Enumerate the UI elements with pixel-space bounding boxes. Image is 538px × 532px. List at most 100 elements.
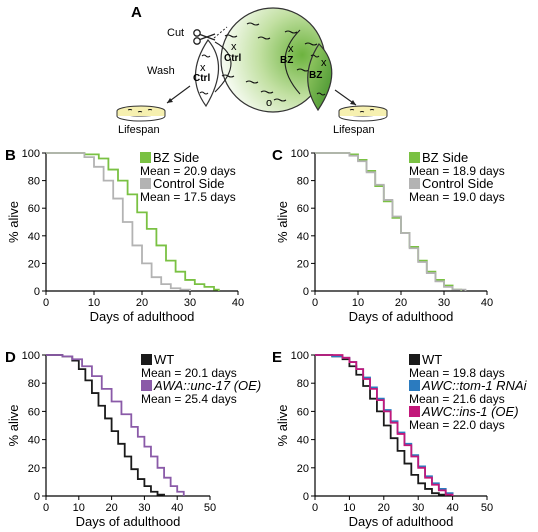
chart-b-x-tick-label: 30 bbox=[184, 297, 196, 309]
chart-d-y-tick-label: 40 bbox=[28, 435, 40, 447]
chart-e-legend-name-2: AWC::ins-1 (OE) bbox=[421, 404, 519, 419]
chart-c-y-tick-label: 20 bbox=[297, 258, 309, 270]
chart-e-y-tick-label: 100 bbox=[291, 350, 309, 362]
chart-e-x-tick-label: 30 bbox=[412, 502, 424, 514]
chart-e-x-tick-label: 50 bbox=[481, 502, 493, 514]
chart-b-series-1-line bbox=[46, 152, 191, 291]
chart-c-y-tick-label: 80 bbox=[297, 176, 309, 188]
chart-e-x-label: Days of adulthood bbox=[349, 514, 454, 529]
bz-piece-label: BZ bbox=[309, 70, 322, 81]
bz-piece bbox=[307, 43, 333, 112]
plate-left bbox=[116, 105, 166, 122]
chart-b-legend-name-0: BZ Side bbox=[153, 150, 199, 165]
chart-e-y-label: % alive bbox=[275, 405, 290, 447]
chart-e-legend-mean-2: Mean = 22.0 days bbox=[409, 418, 505, 432]
chart-c-legend-swatch-1 bbox=[409, 178, 420, 189]
chart-d-x-tick-label: 30 bbox=[138, 502, 150, 514]
chart-d-y-tick-label: 100 bbox=[22, 350, 40, 362]
chart-b-legend-name-1: Control Side bbox=[153, 176, 225, 191]
chart-c-x-tick-label: 40 bbox=[481, 297, 493, 309]
dish-bz-x: x bbox=[288, 43, 294, 55]
chart-d-legend-name-1: AWA::unc-17 (OE) bbox=[153, 378, 261, 393]
chart-b-y-tick-label: 80 bbox=[28, 176, 40, 188]
chart-c-x-tick-label: 30 bbox=[438, 297, 450, 309]
chart-d: 0 20 40 60 80 100 0 10 20 30 40 50 Days of adulthood… bbox=[6, 350, 261, 529]
chart-b-x-tick-label: 40 bbox=[232, 297, 244, 309]
schematic-panel: A Cut Ctrl BZ x x o bbox=[116, 4, 388, 136]
chart-e-y-tick-label: 20 bbox=[297, 463, 309, 475]
cut-line bbox=[213, 26, 228, 39]
lifespan-right-label: Lifespan bbox=[333, 124, 375, 136]
chart-e-legend-swatch-1 bbox=[409, 380, 420, 391]
panel-label-a: A bbox=[131, 4, 142, 21]
chart-c-legend-name-1: Control Side bbox=[422, 176, 494, 191]
chart-c-legend-mean-0: Mean = 18.9 days bbox=[409, 164, 505, 178]
chart-d-x-tick-label: 50 bbox=[204, 502, 216, 514]
chart-d-series-1-line bbox=[46, 354, 185, 496]
chart-b: 0 20 40 60 80 100 0 10 20 30 40 Days of adulthood % … bbox=[6, 148, 244, 324]
panel-label-d: D bbox=[5, 349, 16, 366]
chart-d-x-tick-label: 0 bbox=[43, 502, 49, 514]
chart-d-legend-mean-1: Mean = 25.4 days bbox=[141, 392, 237, 406]
chart-e-x-tick-label: 20 bbox=[378, 502, 390, 514]
chart-c-y-tick-label: 0 bbox=[303, 286, 309, 298]
panel-label-c: C bbox=[272, 147, 283, 164]
chart-b-legend-mean-1: Mean = 17.5 days bbox=[140, 190, 236, 204]
chart-e-x-tick-label: 40 bbox=[446, 502, 458, 514]
chart-d-x-tick-label: 40 bbox=[171, 502, 183, 514]
chart-c-y-tick-label: 100 bbox=[291, 148, 309, 160]
chart-b-legend-swatch-0 bbox=[140, 152, 151, 163]
ctrl-piece bbox=[194, 39, 220, 108]
chart-b-x-tick-label: 20 bbox=[136, 297, 148, 309]
cut-arc-right bbox=[284, 29, 301, 95]
chart-e-y-tick-label: 0 bbox=[303, 491, 309, 503]
lifespan-left-label: Lifespan bbox=[118, 124, 160, 136]
scissors-icon bbox=[193, 29, 216, 45]
chart-d-x-tick-label: 10 bbox=[73, 502, 85, 514]
chart-e-legend-name-1: AWC::tom-1 RNAi bbox=[421, 378, 528, 393]
chart-d-legend-mean-0: Mean = 20.1 days bbox=[141, 366, 237, 380]
chart-e-series-2-line bbox=[315, 354, 454, 496]
chart-e-legend-swatch-0 bbox=[409, 354, 420, 365]
chart-e-x-tick-label: 10 bbox=[343, 502, 355, 514]
chart-c-x-label: Days of adulthood bbox=[349, 309, 454, 324]
chart-c: 0 20 40 60 80 100 0 10 20 30 40 Days of adulthood % … bbox=[275, 148, 505, 324]
chart-c-legend-mean-1: Mean = 19.0 days bbox=[409, 190, 505, 204]
chart-d-y-tick-label: 20 bbox=[28, 463, 40, 475]
ctrl-piece-worms bbox=[199, 54, 211, 95]
panel-label-b: B bbox=[5, 147, 16, 164]
chart-e-y-tick-label: 40 bbox=[297, 435, 309, 447]
chart-e-legend-mean-1: Mean = 21.6 days bbox=[409, 392, 505, 406]
chart-b-legend-swatch-1 bbox=[140, 178, 151, 189]
chart-d-y-label: % alive bbox=[6, 405, 21, 447]
bz-piece-x: x bbox=[321, 57, 327, 69]
dish-bz-label: BZ bbox=[280, 55, 293, 66]
chart-c-legend-swatch-0 bbox=[409, 152, 420, 163]
chart-d-y-tick-label: 0 bbox=[34, 491, 40, 503]
chart-e-y-tick-label: 80 bbox=[297, 378, 309, 390]
chart-d-y-tick-label: 60 bbox=[28, 406, 40, 418]
chart-c-y-label: % alive bbox=[275, 201, 290, 243]
chart-b-y-label: % alive bbox=[6, 201, 21, 243]
chart-c-legend-name-0: BZ Side bbox=[422, 150, 468, 165]
chart-c-x-tick-label: 20 bbox=[395, 297, 407, 309]
chart-c-y-tick-label: 60 bbox=[297, 203, 309, 215]
chart-b-x-tick-label: 10 bbox=[88, 297, 100, 309]
chart-c-x-tick-label: 0 bbox=[312, 297, 318, 309]
chart-b-series-0-line bbox=[46, 152, 220, 291]
arrow-left-head bbox=[167, 98, 173, 103]
ctrl-piece-x: x bbox=[200, 62, 206, 74]
chart-e-x-tick-label: 0 bbox=[312, 502, 318, 514]
cut-label: Cut bbox=[167, 27, 184, 39]
cut-arc-left bbox=[214, 41, 232, 93]
chart-e: 0 20 40 60 80 100 0 10 20 30 40 50 Days of adulthood… bbox=[275, 350, 528, 529]
chart-d-legend-name-0: WT bbox=[154, 352, 174, 367]
chart-b-x-tick-label: 0 bbox=[43, 297, 49, 309]
dish-ctrl-x: x bbox=[231, 41, 237, 53]
dish-ctrl-label: Ctrl bbox=[224, 53, 241, 64]
chart-b-y-tick-label: 40 bbox=[28, 231, 40, 243]
ctrl-piece-label: Ctrl bbox=[193, 73, 210, 84]
chart-d-legend-swatch-0 bbox=[141, 354, 152, 365]
chart-d-legend-swatch-1 bbox=[141, 380, 152, 391]
